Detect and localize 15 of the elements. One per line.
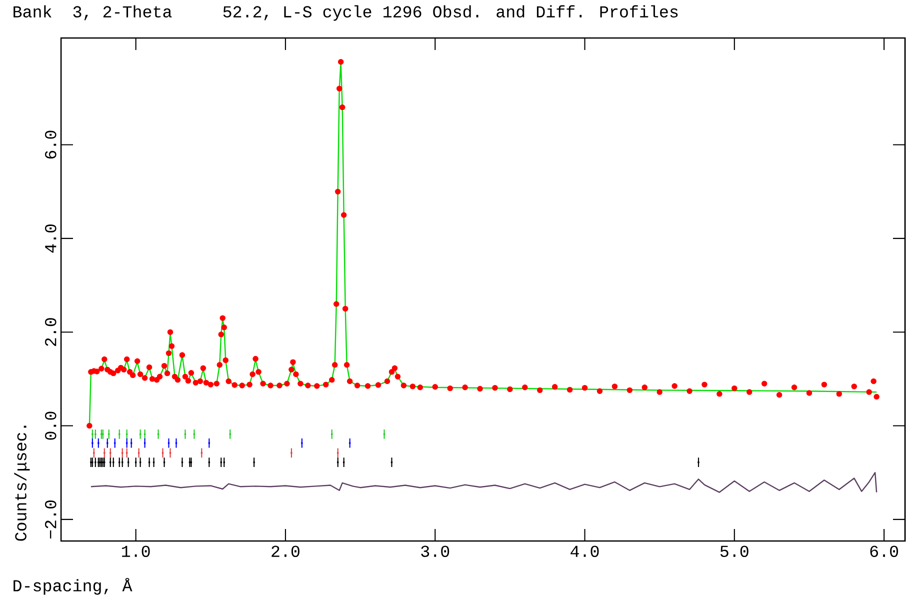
x-tick-label: 1.0 xyxy=(122,546,150,558)
chart-title: Bank 3, 2-Theta 52.2, L-S cycle 1296 Obsd. and Diff. Profiles xyxy=(14,5,678,21)
y-tick-label: 4.0 xyxy=(44,224,56,253)
line-series xyxy=(90,472,878,493)
x-tick-label: 4.0 xyxy=(570,546,599,558)
x-tick-label: 3.0 xyxy=(421,546,450,558)
y-tick-label: 6.0 xyxy=(44,130,56,159)
x-tick-label: 6.0 xyxy=(870,546,898,558)
x-axis-title: D-spacing, Å xyxy=(14,578,132,595)
y-tick-label: 0.0 xyxy=(44,412,56,440)
y-axis-title: Counts/μsec. xyxy=(14,426,30,541)
y-tick-label: 2.0 xyxy=(44,318,56,346)
x-tick-label: 5.0 xyxy=(720,546,748,558)
x-tick-label: 2.0 xyxy=(272,546,300,558)
y-tick-label: −2.0 xyxy=(44,500,56,538)
